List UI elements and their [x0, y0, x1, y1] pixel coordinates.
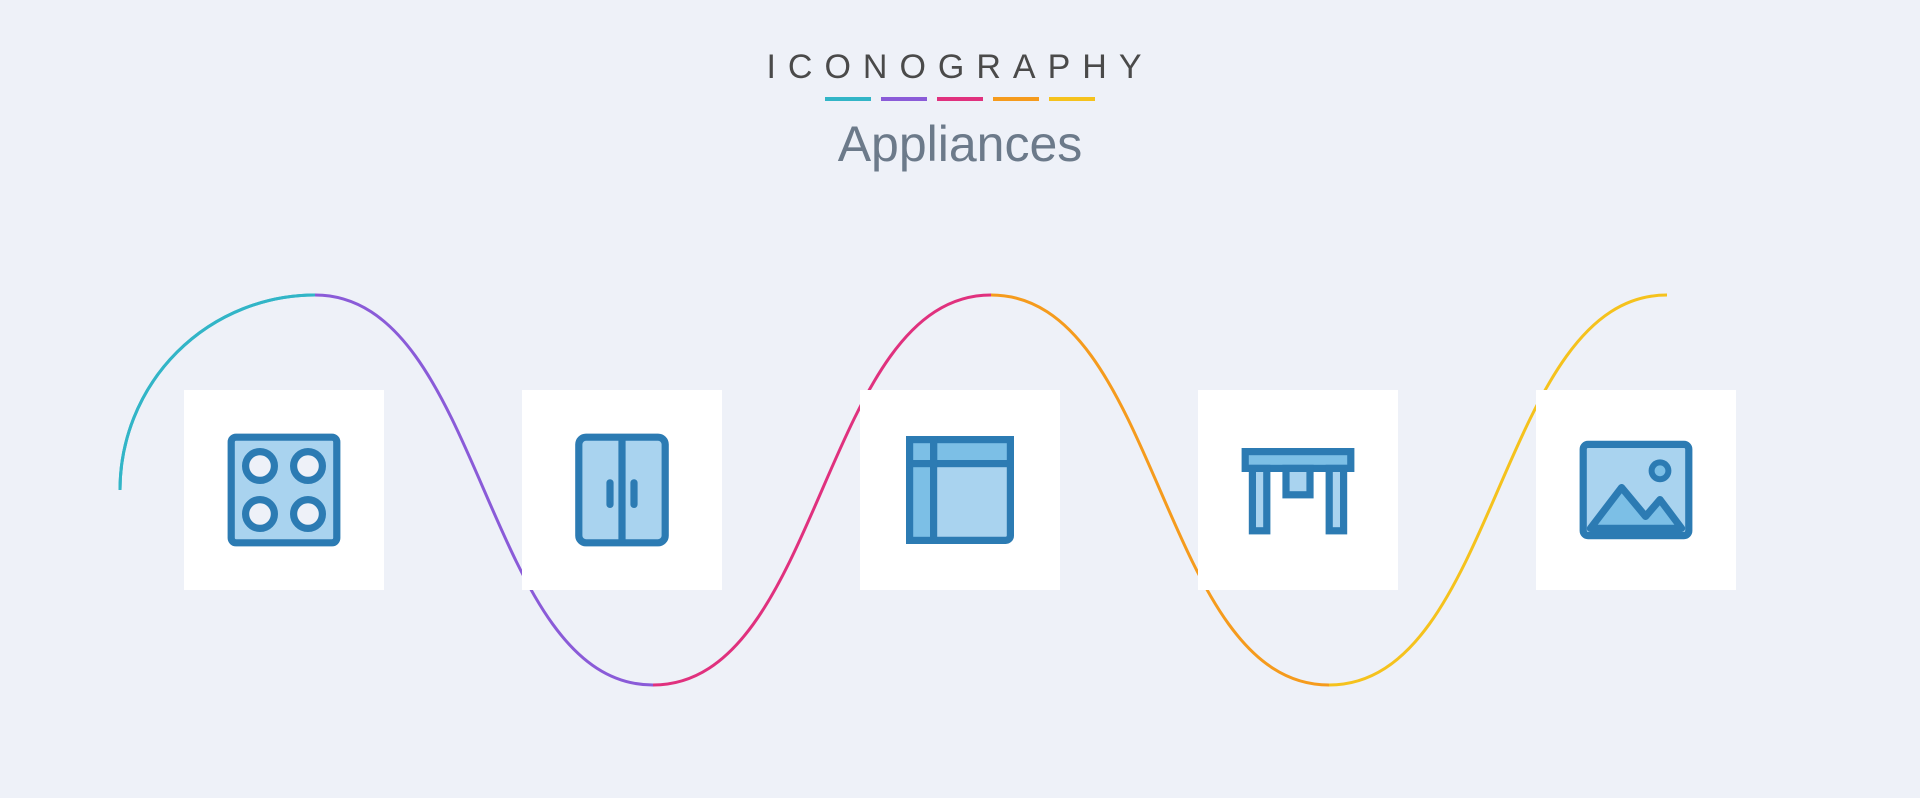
icons-row	[0, 390, 1920, 590]
underline-seg	[993, 97, 1039, 101]
window-icon	[900, 430, 1020, 550]
brand-underline	[0, 97, 1920, 101]
icon-card	[860, 390, 1060, 590]
category-title: Appliances	[0, 115, 1920, 173]
table-icon	[1238, 430, 1358, 550]
brand-title: ICONOGRAPHY	[0, 48, 1920, 87]
underline-seg	[1049, 97, 1095, 101]
icon-card	[184, 390, 384, 590]
stage	[0, 260, 1920, 720]
underline-seg	[937, 97, 983, 101]
wardrobe-icon	[562, 430, 682, 550]
underline-seg	[881, 97, 927, 101]
picture-frame-icon	[1576, 430, 1696, 550]
header: ICONOGRAPHY Appliances	[0, 0, 1920, 173]
icon-card	[522, 390, 722, 590]
icon-card	[1536, 390, 1736, 590]
underline-seg	[825, 97, 871, 101]
icon-card	[1198, 390, 1398, 590]
stove-burners-icon	[224, 430, 344, 550]
